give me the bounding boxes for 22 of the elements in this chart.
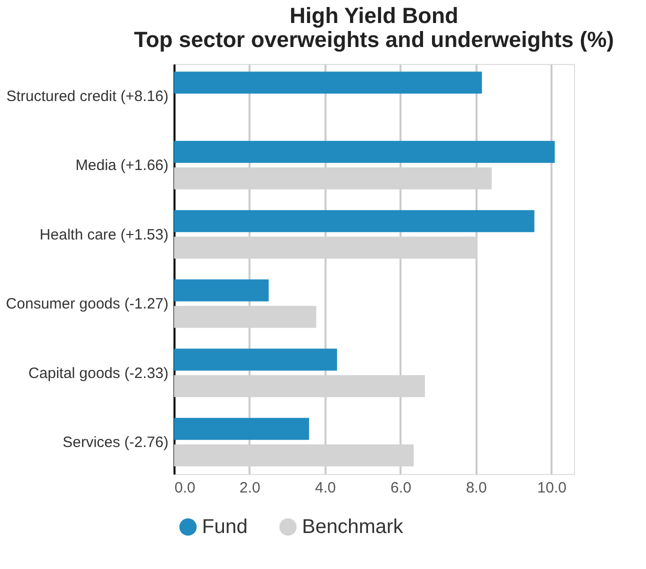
x-tick-label: 10.0 (537, 480, 566, 496)
text: High Yield Bond (290, 3, 458, 28)
x-tick-label: 4.0 (315, 480, 336, 496)
y-tick-label: Services (-2.76) (62, 434, 168, 452)
bar (174, 348, 338, 371)
bar (174, 418, 310, 440)
y-tick-label: Structured credit (+8.16) (6, 88, 168, 105)
legend-label: Fund (202, 516, 248, 538)
x-tick-label: 0.0 (174, 480, 196, 496)
x-tick-label: 6.0 (390, 480, 412, 496)
x-tick-label: 8.0 (466, 480, 487, 496)
y-tick-label: Consumer goods (-1.27) (6, 296, 168, 313)
y-tick-label: Media (+1.66) (76, 157, 168, 174)
bar (174, 210, 534, 232)
bar (174, 140, 555, 163)
y-tick-label: Health care (+1.53) (40, 226, 168, 244)
legend-label: Benchmark (302, 516, 404, 538)
bar (174, 279, 269, 302)
bar (174, 72, 482, 94)
y-tick-label: Capital goods (-2.33) (28, 364, 168, 382)
x-tick-label: 2.0 (240, 480, 260, 496)
text: Top sector overweights and underweights (%) (134, 27, 614, 52)
